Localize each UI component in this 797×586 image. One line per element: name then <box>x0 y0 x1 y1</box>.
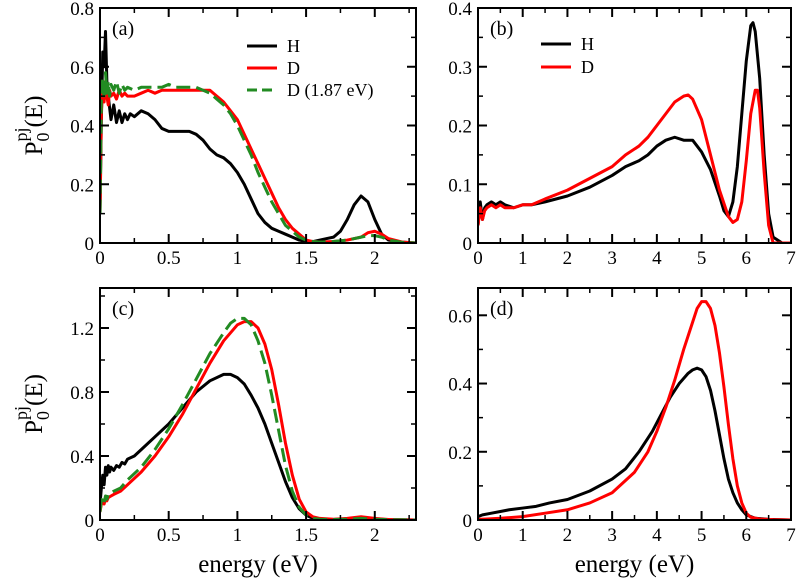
x-tick-label: 1 <box>233 248 243 269</box>
x-tick-label: 5 <box>697 248 707 269</box>
x-tick-label: 7 <box>786 248 796 269</box>
series-line-h <box>478 21 791 243</box>
y-tick-label: 0.8 <box>70 383 94 404</box>
y-axis-label: P0pj(E) <box>11 374 53 434</box>
panel-3: 0 0.5 1 1.5 2 0 0.4 0.8 1.2 (c) P0pj(E) energy (eV) <box>11 287 417 578</box>
y-tick-label: 0.4 <box>70 117 94 138</box>
x-tick-label: 6 <box>742 525 752 546</box>
x-tick-label: 4 <box>652 248 662 269</box>
y-tick-label: 0.6 <box>448 306 472 327</box>
x-tick-label: 0.5 <box>157 525 181 546</box>
y-tick-label: 0 <box>463 234 473 255</box>
series-line-d-1-87-ev <box>100 71 416 243</box>
y-tick-label: 0.6 <box>70 58 94 79</box>
legend: HDD (1.87 eV) <box>247 36 373 101</box>
y-tick-label: 0.8 <box>70 0 94 20</box>
y-tick-label: 0.4 <box>448 0 472 20</box>
x-tick-label: 2 <box>563 525 573 546</box>
x-tick-label: 0.5 <box>157 248 181 269</box>
plot-frame <box>477 287 792 521</box>
x-tick-label: 1 <box>518 248 528 269</box>
x-tick-label: 0 <box>95 525 105 546</box>
series-line-d <box>478 300 791 520</box>
panel-label: (c) <box>112 298 134 320</box>
x-tick-label: 1 <box>233 525 243 546</box>
series-line-d <box>100 320 416 520</box>
y-tick-label: 0.3 <box>448 58 472 79</box>
x-tick-label: 4 <box>652 525 662 546</box>
x-tick-label: 1 <box>518 525 528 546</box>
x-tick-label: 0 <box>473 525 483 546</box>
panel-2: 0 1 2 3 4 5 6 7 0 0.1 0.2 0.3 0.4 (b) HD <box>448 0 796 269</box>
y-tick-label: 1.2 <box>70 319 94 340</box>
x-tick-label: 0 <box>473 248 483 269</box>
x-axis-label: energy (eV) <box>198 551 318 578</box>
panel-1: 0 0.5 1 1.5 2 0 0.2 0.4 0.6 0.8 (a) HDD (1.87 eV) P0… <box>11 0 417 269</box>
series-line-d <box>478 88 791 243</box>
plot-frame <box>99 287 417 521</box>
x-tick-label: 3 <box>607 248 617 269</box>
x-tick-label: 3 <box>607 525 617 546</box>
legend-label: D <box>287 58 300 78</box>
panel-4: 0 1 2 3 4 5 6 7 0 0.2 0.4 0.6 (d) energy (eV) <box>448 287 796 578</box>
series-line-h <box>478 366 791 520</box>
legend-label: H <box>287 36 300 56</box>
legend-label: D (1.87 eV) <box>287 80 373 101</box>
x-tick-label: 1.5 <box>294 525 318 546</box>
series-line-h <box>100 372 416 520</box>
y-axis-label: P0pj(E) <box>11 96 53 156</box>
x-tick-label: 2 <box>370 248 380 269</box>
y-tick-label: 0 <box>85 511 95 532</box>
y-tick-label: 0 <box>463 511 473 532</box>
panel-label: (b) <box>490 18 513 40</box>
legend-label: H <box>581 34 594 54</box>
x-tick-label: 1.5 <box>294 248 318 269</box>
x-axis-label: energy (eV) <box>575 551 695 578</box>
series-line-d <box>100 79 416 243</box>
panel-label: (d) <box>490 298 513 320</box>
plot-frame <box>477 7 792 244</box>
legend-label: D <box>581 57 594 77</box>
x-tick-label: 6 <box>742 248 752 269</box>
y-tick-label: 0.4 <box>448 375 472 396</box>
y-tick-label: 0.2 <box>448 443 472 464</box>
legend: HD <box>541 34 594 77</box>
y-tick-label: 0.2 <box>448 117 472 138</box>
y-tick-label: 0 <box>85 234 95 255</box>
x-tick-label: 7 <box>786 525 796 546</box>
series-line-d-1-87-ev <box>100 316 416 520</box>
x-tick-label: 2 <box>563 248 573 269</box>
x-tick-label: 2 <box>370 525 380 546</box>
panel-label: (a) <box>112 18 134 40</box>
y-tick-label: 0.4 <box>70 447 94 468</box>
x-tick-label: 5 <box>697 525 707 546</box>
series-line-h <box>100 30 416 243</box>
x-tick-label: 0 <box>95 248 105 269</box>
y-tick-label: 0.1 <box>448 175 472 196</box>
y-tick-label: 0.2 <box>70 175 94 196</box>
